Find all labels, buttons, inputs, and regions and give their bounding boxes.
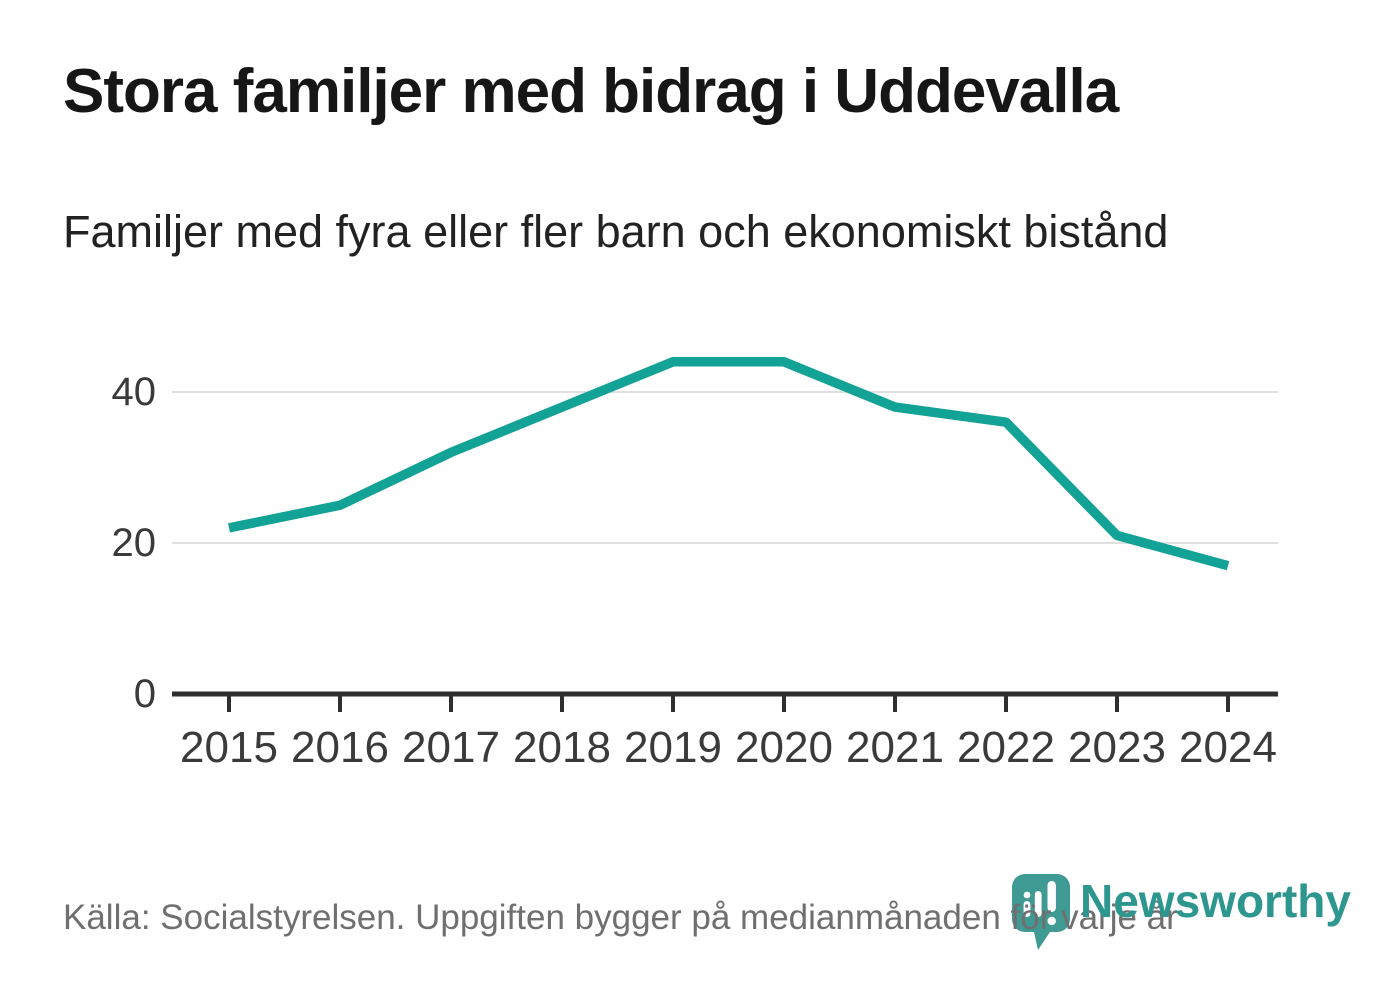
x-tick-label-2020: 2020 — [735, 723, 833, 772]
x-tick-label-2024: 2024 — [1179, 723, 1277, 772]
chart-title: Stora familjer med bidrag i Uddevalla — [63, 57, 1119, 126]
y-tick-label-40: 40 — [112, 370, 157, 414]
x-tick-label-2023: 2023 — [1068, 723, 1166, 772]
x-tick-label-2018: 2018 — [513, 723, 611, 772]
y-tick-label-20: 20 — [112, 521, 157, 565]
newsworthy-wordmark: Newsworthy — [1080, 875, 1351, 927]
source-note: Källa: Socialstyrelsen. Uppgiften bygger… — [63, 898, 1178, 937]
x-tick-label-2015: 2015 — [180, 723, 278, 772]
newsworthy-logo-icon — [1012, 874, 1070, 950]
chart-subtitle: Familjer med fyra eller fler barn och ek… — [63, 206, 1169, 257]
logo-bar-tall — [1047, 881, 1056, 912]
x-tick-label-2022: 2022 — [957, 723, 1055, 772]
x-tick-label-2019: 2019 — [624, 723, 722, 772]
logo-bar-medium — [1034, 891, 1042, 917]
line-chart: 0 20 40 2015 2016 2017 2018 2019 2020 2021 2022 202… — [0, 330, 1382, 790]
x-tick-label-2016: 2016 — [291, 723, 389, 772]
logo-bar-dot — [1023, 891, 1031, 899]
logo-exclamation-dot — [1047, 916, 1056, 926]
line-chart-svg: 0 20 40 2015 2016 2017 2018 2019 2020 2021 2022 202… — [112, 357, 1278, 772]
x-tick-label-2021: 2021 — [846, 723, 944, 772]
logo-bar-short — [1023, 901, 1031, 917]
series-line-0 — [228, 357, 1230, 571]
y-tick-label-0: 0 — [134, 672, 156, 716]
x-tick-label-2017: 2017 — [402, 723, 500, 772]
